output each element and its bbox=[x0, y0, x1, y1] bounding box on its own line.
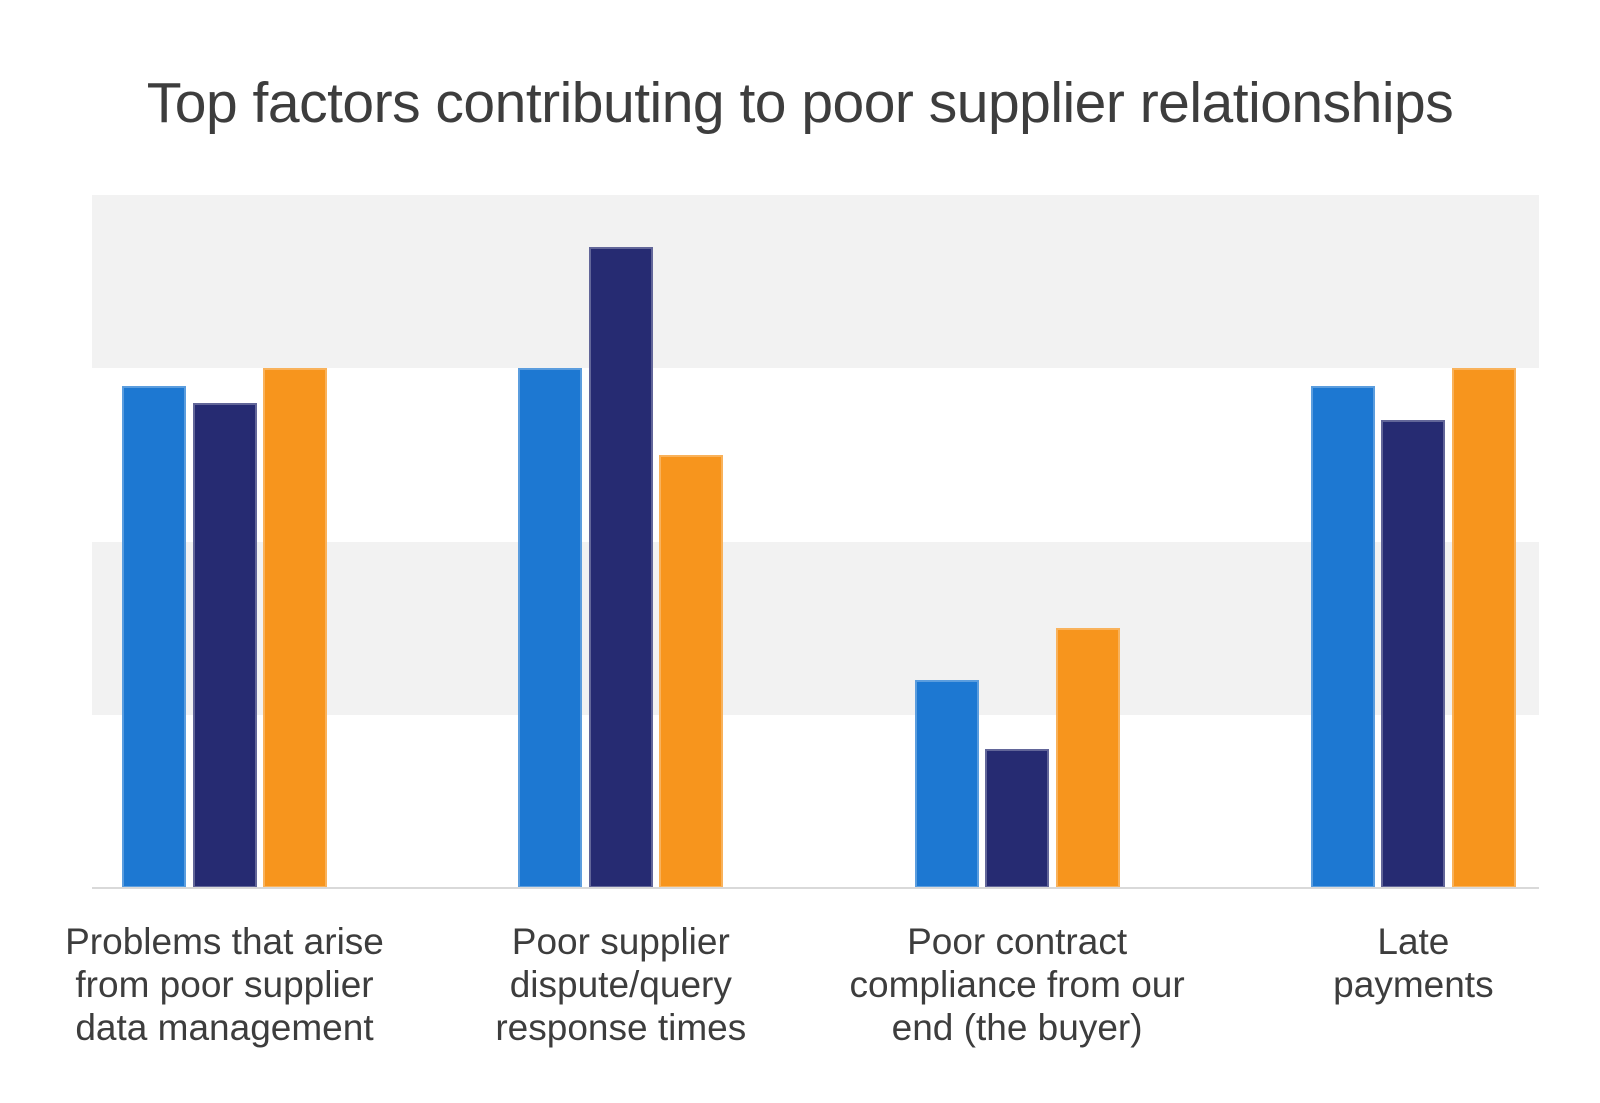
bar-series-navy bbox=[985, 749, 1050, 888]
bar-series-navy bbox=[1381, 420, 1446, 888]
bar-series-blue bbox=[518, 368, 583, 888]
x-axis-label-line: data management bbox=[75, 1007, 374, 1048]
x-axis-label-line: Poor contract bbox=[907, 921, 1128, 962]
x-axis-label-line: Poor supplier bbox=[511, 921, 730, 962]
x-axis-label-line: dispute/query bbox=[509, 964, 732, 1005]
bar-series-navy bbox=[588, 246, 653, 888]
bar-series-orange bbox=[659, 454, 724, 888]
bar-series-blue bbox=[1310, 385, 1375, 888]
plot-area bbox=[92, 195, 1539, 889]
x-axis-label-line: payments bbox=[1333, 964, 1494, 1005]
grid-band bbox=[92, 195, 1539, 369]
x-axis-line bbox=[92, 887, 1539, 889]
bar-series-blue bbox=[914, 680, 979, 888]
x-axis-label-line: response times bbox=[495, 1007, 747, 1048]
x-axis-label: Poor contract compliance from our end (the… bbox=[757, 920, 1277, 1049]
bar-series-orange bbox=[1055, 628, 1120, 888]
x-axis-label: Problems that arise from poor supplier dat… bbox=[0, 920, 485, 1049]
x-axis-label-line: Problems that arise bbox=[65, 921, 384, 962]
chart-title: Top factors contributing to poor supplie… bbox=[146, 71, 1454, 135]
x-axis-label: Late payments bbox=[1153, 920, 1600, 1006]
bar-series-orange bbox=[1451, 368, 1516, 888]
x-axis-label: Poor supplier dispute/query response times bbox=[361, 920, 881, 1049]
x-axis-label-line: from poor supplier bbox=[75, 964, 374, 1005]
x-axis-label-line: compliance from our bbox=[849, 964, 1185, 1005]
x-axis-label-line: end (the buyer) bbox=[891, 1007, 1143, 1048]
x-axis-label-line: Late bbox=[1377, 921, 1450, 962]
bar-series-navy bbox=[192, 402, 257, 888]
bar-series-blue bbox=[122, 385, 186, 888]
bar-series-orange bbox=[263, 368, 327, 888]
grid-band bbox=[92, 541, 1539, 715]
